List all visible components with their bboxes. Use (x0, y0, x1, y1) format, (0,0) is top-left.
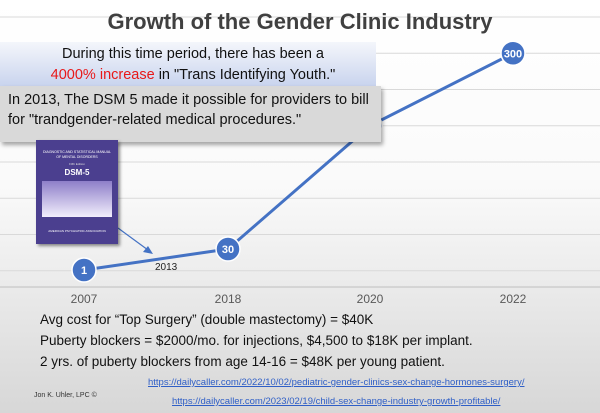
series-line (83, 51, 514, 272)
callout-growth-line1: During this time period, there has been … (62, 46, 324, 62)
dsm5-book-image: Diagnostic and Statistical Manual of Men… (36, 140, 118, 244)
book-association: American Psychiatric Association (48, 229, 106, 233)
x-tick-label: 2007 (71, 292, 98, 306)
data-label: 300 (504, 48, 522, 60)
x-tick-label: 2022 (500, 292, 527, 306)
data-label: 30 (222, 244, 234, 256)
callout-growth-highlight: 4000% increase (50, 67, 155, 83)
source-link-2[interactable]: https://dailycaller.com/2023/02/19/child… (172, 396, 501, 407)
book-edition: Fifth Edition (69, 162, 85, 166)
note-two-years-blockers: 2 yrs. of puberty blockers from age 14-1… (40, 354, 445, 369)
source-link-1[interactable]: https://dailycaller.com/2022/10/02/pedia… (148, 377, 525, 388)
note-puberty-blockers: Puberty blockers = $2000/mo. for injecti… (40, 333, 473, 348)
book-publisher-title: Diagnostic and Statistical Manual of Men… (42, 150, 111, 159)
callout-growth-line2: 4000% increase in "Trans Identifying You… (10, 65, 376, 86)
callout-growth-rest: in "Trans Identifying Youth." (154, 67, 336, 83)
callout-growth: During this time period, there has been … (0, 42, 376, 86)
book-title: DSM-5 (64, 168, 90, 177)
chart-title: Growth of the Gender Clinic Industry (107, 9, 493, 34)
x-tick-labels: 2007 2018 2020 2022 (71, 292, 527, 306)
data-label: 1 (81, 265, 87, 277)
arrow-2013 (117, 227, 153, 254)
cost-notes: Avg cost for “Top Surgery” (double maste… (40, 309, 473, 372)
x-tick-label: 2018 (215, 292, 242, 306)
callout-dsm: In 2013, The DSM 5 made it possible for … (0, 86, 381, 142)
author-credit: Jon K. Uhler, LPC © (34, 392, 97, 399)
data-point (215, 236, 241, 262)
book-cover-panel (42, 181, 112, 217)
note-top-surgery: Avg cost for “Top Surgery” (double maste… (40, 312, 374, 327)
data-point (500, 40, 526, 66)
data-point (71, 257, 97, 283)
annotation-2013: 2013 (155, 262, 178, 273)
x-tick-label: 2020 (357, 292, 384, 306)
